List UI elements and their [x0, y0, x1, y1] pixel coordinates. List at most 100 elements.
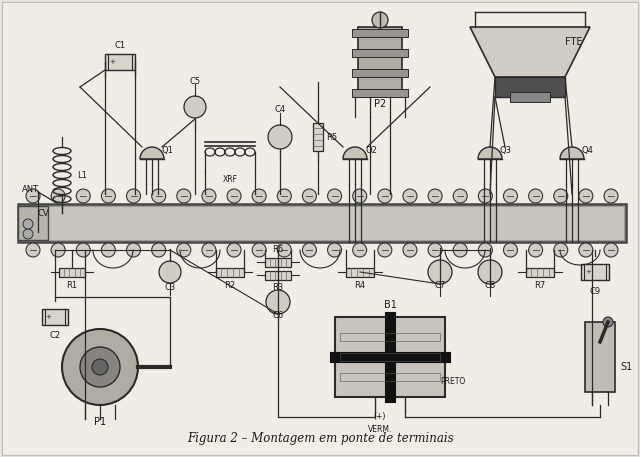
Circle shape	[478, 243, 492, 257]
Circle shape	[529, 189, 543, 203]
Wedge shape	[343, 147, 367, 159]
Text: C4: C4	[275, 105, 285, 113]
Circle shape	[303, 243, 316, 257]
Circle shape	[453, 243, 467, 257]
Polygon shape	[470, 27, 590, 77]
Bar	[340, 373, 440, 381]
Circle shape	[76, 189, 90, 203]
Bar	[340, 333, 440, 341]
Bar	[581, 264, 609, 280]
Text: Figura 2 – Montagem em ponte de terminais: Figura 2 – Montagem em ponte de terminai…	[187, 432, 453, 445]
Bar	[352, 29, 408, 37]
Circle shape	[252, 243, 266, 257]
Circle shape	[303, 189, 316, 203]
Wedge shape	[478, 147, 502, 159]
Text: C2: C2	[49, 330, 61, 340]
Text: FTE: FTE	[565, 37, 582, 47]
Text: VERM.: VERM.	[368, 425, 392, 434]
Text: P1: P1	[94, 417, 106, 427]
Text: Q1: Q1	[162, 147, 174, 155]
Circle shape	[372, 12, 388, 28]
Bar	[42, 309, 68, 325]
Text: Q3: Q3	[500, 147, 512, 155]
Text: Q2: Q2	[365, 147, 377, 155]
Bar	[216, 267, 244, 276]
Bar	[265, 271, 291, 280]
Circle shape	[202, 189, 216, 203]
Circle shape	[579, 189, 593, 203]
Circle shape	[428, 260, 452, 284]
Circle shape	[579, 243, 593, 257]
Text: P2: P2	[374, 99, 386, 109]
Bar	[59, 267, 85, 276]
Text: C7: C7	[435, 282, 445, 291]
Circle shape	[127, 189, 141, 203]
Bar	[18, 206, 48, 240]
Bar	[340, 353, 440, 361]
Text: R2: R2	[225, 281, 236, 289]
Circle shape	[184, 96, 206, 118]
Text: XRF: XRF	[223, 175, 237, 185]
Circle shape	[428, 189, 442, 203]
Circle shape	[328, 189, 342, 203]
Bar	[313, 123, 323, 151]
Circle shape	[177, 189, 191, 203]
Text: L1: L1	[77, 170, 87, 180]
Text: R1: R1	[67, 281, 77, 289]
Circle shape	[378, 189, 392, 203]
Text: R3: R3	[273, 283, 284, 292]
Text: (+): (+)	[374, 413, 386, 421]
Circle shape	[227, 243, 241, 257]
Wedge shape	[560, 147, 584, 159]
Text: PRETO: PRETO	[440, 377, 465, 387]
Circle shape	[159, 261, 181, 283]
Circle shape	[403, 189, 417, 203]
Bar	[352, 89, 408, 97]
Circle shape	[101, 243, 115, 257]
Text: +: +	[45, 314, 51, 320]
Circle shape	[76, 243, 90, 257]
Circle shape	[428, 243, 442, 257]
Bar	[265, 257, 291, 266]
Circle shape	[353, 243, 367, 257]
Circle shape	[554, 243, 568, 257]
Circle shape	[403, 243, 417, 257]
Circle shape	[603, 317, 613, 327]
Text: C8: C8	[484, 282, 495, 291]
Circle shape	[26, 243, 40, 257]
Text: R4: R4	[355, 281, 365, 289]
Circle shape	[268, 125, 292, 149]
Text: CV: CV	[37, 209, 49, 218]
Circle shape	[554, 189, 568, 203]
Circle shape	[604, 243, 618, 257]
Circle shape	[177, 243, 191, 257]
Circle shape	[504, 189, 518, 203]
Circle shape	[277, 189, 291, 203]
Circle shape	[152, 243, 166, 257]
Bar	[358, 27, 402, 97]
Bar	[335, 317, 445, 397]
Bar	[105, 54, 135, 70]
Circle shape	[504, 243, 518, 257]
Bar	[510, 92, 550, 102]
Text: B1: B1	[383, 300, 396, 310]
Text: C5: C5	[189, 78, 200, 86]
Text: ANT: ANT	[22, 185, 39, 193]
Circle shape	[80, 347, 120, 387]
Circle shape	[266, 290, 290, 314]
Circle shape	[23, 219, 33, 229]
Bar	[585, 322, 615, 392]
Circle shape	[202, 243, 216, 257]
Text: R7: R7	[534, 281, 546, 289]
Circle shape	[152, 189, 166, 203]
Circle shape	[478, 260, 502, 284]
Text: +: +	[585, 269, 591, 275]
Circle shape	[252, 189, 266, 203]
Bar	[352, 49, 408, 57]
Circle shape	[26, 189, 40, 203]
Bar	[346, 267, 374, 276]
Circle shape	[604, 189, 618, 203]
Text: +: +	[109, 59, 115, 65]
Bar	[20, 206, 624, 240]
Circle shape	[23, 229, 33, 239]
